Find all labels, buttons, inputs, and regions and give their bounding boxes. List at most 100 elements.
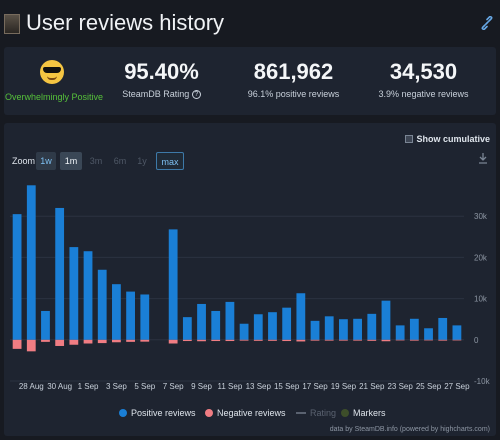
negative-bar <box>140 339 150 342</box>
x-tick-label: 23 Sep <box>387 382 413 391</box>
legend-rating[interactable]: Rating <box>296 408 336 418</box>
show-cumulative-toggle[interactable]: Show cumulative <box>405 134 490 144</box>
page-title: User reviews history <box>26 10 225 35</box>
help-icon[interactable]: ? <box>191 90 201 100</box>
negative-total-stat: 34,530 3.9% negative reviews <box>366 59 481 99</box>
x-tick-label: 30 Aug <box>47 382 72 391</box>
positive-bar <box>395 325 405 340</box>
chart-attribution[interactable]: data by SteamDB.info (powered by highcha… <box>329 426 490 433</box>
positive-bar <box>339 319 348 340</box>
positive-bar <box>310 320 320 340</box>
x-tick-label: 11 Sep <box>218 382 243 391</box>
negative-bar <box>168 339 178 344</box>
negative-total: 34,530 <box>389 59 458 84</box>
positive-bar <box>324 316 334 340</box>
page-header: User reviews history <box>0 0 500 46</box>
positive-bar <box>69 247 79 340</box>
negative-bar <box>339 339 348 341</box>
negative-bar <box>282 339 292 342</box>
download-icon[interactable] <box>478 152 488 167</box>
y-tick-label: 20k <box>474 253 488 262</box>
positive-bar <box>126 291 135 340</box>
x-tick-label: 9 Sep <box>191 382 212 391</box>
negative-bar <box>381 339 391 342</box>
show-cumulative-label: Show cumulative <box>416 134 490 144</box>
y-tick-label: -10k <box>474 377 491 386</box>
rating-summary: Overwhelmingly Positive <box>4 47 104 115</box>
positive-bar <box>182 317 192 340</box>
legend-rating-label: Rating <box>310 408 337 418</box>
checkbox-icon[interactable] <box>405 135 414 143</box>
zoom-1w-button[interactable]: 1w <box>36 152 56 170</box>
legend-markers-label: Markers <box>353 408 386 418</box>
x-tick-label: 27 Sep <box>444 382 470 391</box>
positive-bar <box>438 317 448 340</box>
y-tick-label: 30k <box>474 212 488 221</box>
negative-dot-icon <box>205 409 213 417</box>
x-tick-label: 17 Sep <box>302 382 328 391</box>
negative-bar <box>112 339 121 343</box>
negative-bar <box>41 339 50 342</box>
rating-label-text: SteamDB Rating <box>122 89 190 99</box>
positive-bar <box>55 207 65 340</box>
x-tick-label: 13 Sep <box>246 382 272 391</box>
zoom-1m-button[interactable]: 1m <box>60 152 82 170</box>
reviews-chart: 30k 20k 10k 0 -10k 28 Aug 30 Aug 1 Sep 3 Sep 5 Se… <box>10 185 491 391</box>
game-thumbnail[interactable] <box>4 14 20 34</box>
negative-bar <box>296 339 306 342</box>
zoom-6m-button[interactable]: 6m <box>113 156 127 166</box>
zoom-3m-button[interactable]: 3m <box>89 156 103 166</box>
negative-bar <box>367 339 377 341</box>
zoom-1y-button[interactable]: 1y <box>137 156 147 166</box>
negative-bar <box>409 339 419 341</box>
rating-label: SteamDB Rating ? <box>104 89 219 100</box>
negative-bar <box>182 339 192 342</box>
positive-dot-icon <box>119 409 127 417</box>
y-tick-label: 0 <box>474 336 479 345</box>
positive-bar <box>225 301 235 340</box>
legend-negative[interactable]: Negative reviews <box>205 408 286 418</box>
chart-legend: Positive reviews Negative reviews Rating… <box>119 408 419 422</box>
negative-bar <box>268 339 277 341</box>
negative-bar <box>239 339 249 341</box>
negative-bar <box>97 339 107 344</box>
negative-bar <box>225 339 235 342</box>
x-tick-label: 15 Sep <box>274 382 300 391</box>
negative-bar <box>55 339 65 346</box>
positive-bar <box>381 300 391 340</box>
positive-bar <box>12 214 22 340</box>
negative-bar <box>211 339 221 342</box>
legend-markers[interactable]: Markers <box>341 408 386 418</box>
rating-line-icon <box>296 412 306 414</box>
negative-bar <box>438 339 448 341</box>
positive-bar <box>253 314 263 340</box>
negative-bar <box>126 339 135 342</box>
negative-bar <box>395 339 405 341</box>
steamdb-rating-stat: 95.40% SteamDB Rating ? <box>104 59 219 100</box>
positive-bar <box>424 328 433 340</box>
rating-word: Overwhelmingly Positive <box>4 92 104 102</box>
legend-negative-label: Negative reviews <box>217 408 286 418</box>
negative-bar <box>26 339 36 352</box>
positive-total: 861,962 <box>253 59 334 84</box>
negative-bar <box>197 339 206 342</box>
zoom-max-button[interactable]: max <box>156 152 184 170</box>
link-icon[interactable] <box>480 15 494 31</box>
positive-bar <box>409 318 419 340</box>
negative-bar <box>353 339 362 341</box>
positive-total-stat: 861,962 96.1% positive reviews <box>236 59 351 99</box>
positive-bar <box>452 325 462 340</box>
positive-bar <box>97 269 107 340</box>
negative-sub: 3.9% negative reviews <box>378 89 469 99</box>
positive-bar <box>41 310 50 340</box>
positive-bar <box>268 312 277 340</box>
x-tick-label: 25 Sep <box>416 382 442 391</box>
legend-positive-label: Positive reviews <box>131 408 196 418</box>
positive-bar <box>367 313 377 340</box>
positive-bar <box>211 310 221 340</box>
positive-bar <box>83 251 93 340</box>
chart-panel: Show cumulative Zoom 1w 1m 3m 6m 1y max … <box>4 123 496 436</box>
legend-positive[interactable]: Positive reviews <box>119 408 196 418</box>
positive-bar <box>168 229 178 340</box>
x-tick-label: 1 Sep <box>78 382 99 391</box>
